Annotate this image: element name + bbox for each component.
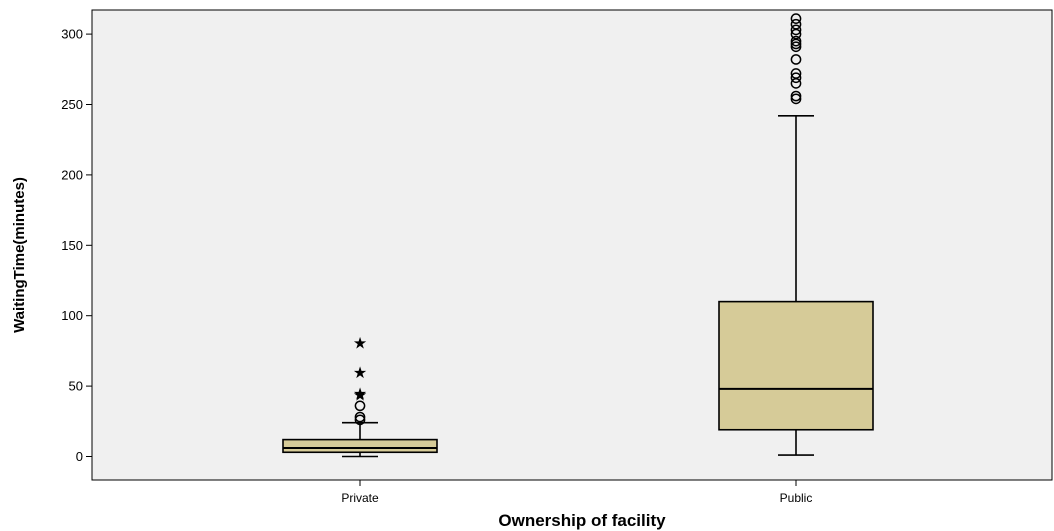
iqr-box (282, 438, 438, 454)
y-tick-label: 300 (61, 27, 83, 42)
extreme-point: ★ (353, 363, 367, 382)
x-axis: Private Public (341, 480, 812, 505)
outlier-point (790, 72, 802, 84)
y-tick-label: 200 (61, 167, 83, 182)
box-private: ★★★★ (282, 333, 438, 458)
y-tick-label: 100 (61, 308, 83, 323)
outlier-point (790, 24, 802, 36)
outlier-point (790, 18, 802, 30)
boxes: ★★★★ (282, 13, 874, 458)
extreme-point: ★ (353, 333, 367, 352)
y-tick-label: 250 (61, 97, 83, 112)
x-tick-label: Private (341, 491, 379, 505)
y-tick-label: 0 (76, 449, 83, 464)
outlier-point (354, 411, 366, 423)
outlier-point (354, 414, 366, 426)
plot-area (91, 9, 1053, 481)
outlier-point (790, 54, 802, 65)
extreme-point: ★ (353, 386, 367, 405)
box-public (718, 13, 874, 456)
outlier-point (354, 400, 366, 412)
y-axis: 0 50 100 150 200 250 300 (61, 27, 92, 464)
outlier-point (790, 41, 802, 53)
outlier-point (790, 93, 802, 105)
x-axis-title: Ownership of facility (498, 511, 666, 530)
outlier-point (790, 68, 802, 79)
x-tick-label: Public (780, 491, 813, 505)
outlier-point (790, 35, 802, 47)
extreme-point: ★ (353, 384, 367, 403)
outlier-point (790, 13, 802, 24)
iqr-box (718, 300, 874, 431)
outlier-point (790, 90, 802, 102)
y-tick-label: 50 (69, 379, 83, 394)
y-tick-label: 150 (61, 238, 83, 253)
y-axis-title: WaitingTime(minutes) (11, 177, 28, 333)
